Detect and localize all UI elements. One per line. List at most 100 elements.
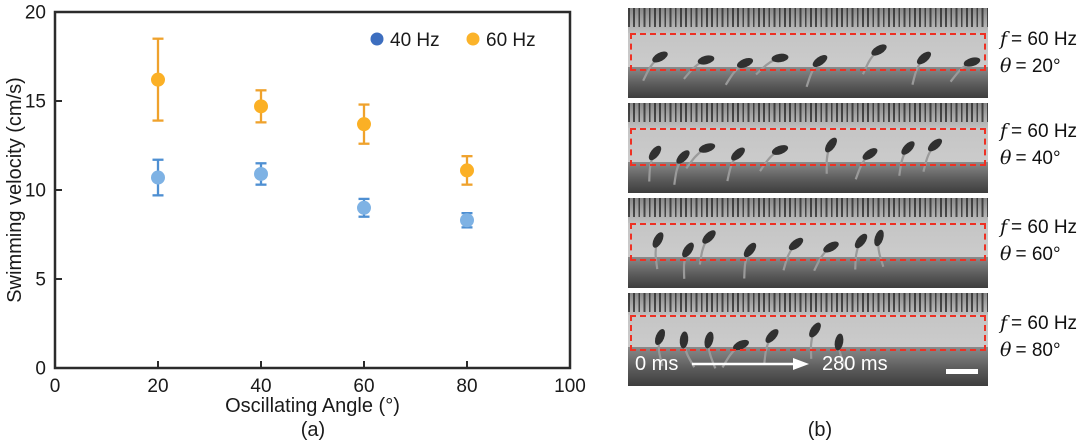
robot-body — [682, 242, 694, 258]
robot-body — [702, 230, 716, 244]
channel-band — [628, 33, 988, 67]
x-tick-label: 60 — [353, 376, 374, 397]
robot-body — [825, 137, 837, 153]
x-tick-label: 100 — [554, 376, 586, 397]
robot-tail — [743, 254, 749, 279]
robot-trajectory-image — [648, 137, 943, 185]
robot-tail — [809, 334, 815, 359]
channel-wall — [628, 257, 988, 288]
robot-body — [809, 322, 821, 338]
frequency-symbol: f — [1000, 28, 1008, 50]
tracking-region-box — [630, 33, 986, 71]
theta-symbol: θ — [1000, 243, 1012, 265]
data-point — [254, 166, 268, 181]
swimming-robot — [679, 331, 696, 368]
robot-body — [771, 53, 789, 63]
y-tick-label: 10 — [25, 181, 46, 202]
robot-body — [704, 331, 714, 349]
comb-scale — [628, 198, 988, 223]
plot-border — [53, 10, 572, 370]
tracking-region-box — [630, 315, 986, 351]
y-axis-label: Swimming velocity (cm/s) — [4, 77, 26, 303]
legend-label: 60 Hz — [486, 30, 536, 51]
robot-body — [743, 242, 757, 258]
robot-tail — [782, 247, 794, 271]
frequency-value: = 60 Hz — [1011, 313, 1078, 334]
swimming-robot — [825, 137, 837, 174]
robot-tail — [721, 347, 738, 369]
robot-body — [697, 55, 715, 65]
swimming-robot — [726, 147, 745, 182]
swimming-robot — [861, 44, 887, 75]
swimming-robot — [813, 241, 839, 272]
y-tick-label: 20 — [25, 3, 46, 24]
robot-tail — [657, 341, 664, 367]
robot-body — [871, 44, 887, 56]
theta-symbol: θ — [1000, 55, 1012, 77]
robot-tail — [838, 346, 849, 371]
velocity-chart-panel: 0 20 40 60 80 100 0 5 10 15 20 Oscillating Angle (°… — [4, 3, 586, 442]
robot-body — [901, 141, 915, 155]
channel-wall — [628, 347, 988, 386]
data-point — [151, 72, 165, 87]
data-point — [151, 170, 165, 185]
theta-value: = 60° — [1015, 244, 1061, 265]
channel-band — [628, 315, 988, 347]
y-tick-label: 15 — [25, 92, 46, 113]
frequency-symbol: f — [1000, 120, 1008, 142]
robot-tail — [813, 249, 828, 272]
swimming-robot — [724, 57, 754, 86]
robot-body — [765, 329, 779, 343]
frequency-symbol: f — [1000, 216, 1008, 238]
frequency-value: = 60 Hz — [1011, 217, 1078, 238]
legend-label: 40 Hz — [390, 30, 440, 51]
swimming-robot — [654, 328, 666, 367]
robot-tail — [805, 64, 818, 88]
swimming-robot — [648, 145, 662, 182]
robot-tail — [685, 149, 704, 170]
data-point — [254, 99, 268, 114]
snapshot-strip-40deg — [628, 103, 988, 193]
swimming-robot — [721, 339, 749, 369]
frequency-value: = 60 Hz — [1011, 121, 1078, 142]
swimming-robot — [642, 51, 668, 82]
robot-body — [733, 339, 749, 351]
robot-body — [916, 51, 932, 65]
robot-tail — [642, 59, 657, 82]
theta-symbol: θ — [1000, 339, 1012, 361]
swimming-robot — [809, 322, 821, 359]
robot-tail — [683, 344, 696, 368]
robot-body — [652, 232, 664, 248]
swimming-robot — [683, 55, 715, 80]
x-tick-label: 80 — [456, 376, 477, 397]
robot-tail — [724, 64, 742, 86]
swimming-robot — [763, 329, 779, 365]
condition-label-60deg: f = 60 Hz θ = 60° — [1000, 214, 1080, 268]
robot-tail — [922, 148, 933, 172]
robot-body — [874, 229, 884, 247]
robot-trajectory-image — [642, 44, 981, 88]
robot-tail — [861, 52, 876, 75]
swimming-robot — [854, 233, 868, 270]
theta-symbol: θ — [1000, 147, 1012, 169]
robot-body — [648, 145, 662, 161]
snapshot-strip-80deg: 0 ms 280 ms — [628, 293, 988, 386]
robot-body — [788, 237, 804, 251]
channel-band — [628, 128, 988, 162]
condition-label-80deg: f = 60 Hz θ = 80° — [1000, 310, 1080, 364]
robot-tail — [698, 240, 708, 265]
x-tick-label: 20 — [147, 376, 168, 397]
robot-tail — [755, 58, 776, 76]
robot-tail — [759, 151, 777, 172]
swimming-robot — [685, 143, 716, 170]
robot-body — [823, 241, 839, 253]
robot-body — [679, 331, 689, 349]
swimming-robot — [874, 229, 885, 268]
time-end-label: 280 ms — [822, 353, 888, 375]
swimming-robot — [834, 333, 849, 371]
swimming-robot — [782, 237, 804, 271]
channel-band — [628, 223, 988, 257]
swimming-robot — [805, 54, 828, 88]
swimming-velocity-chart: 0 20 40 60 80 100 0 5 10 15 20 Oscillating Angle (°… — [4, 3, 586, 418]
swimming-robot — [922, 138, 943, 172]
